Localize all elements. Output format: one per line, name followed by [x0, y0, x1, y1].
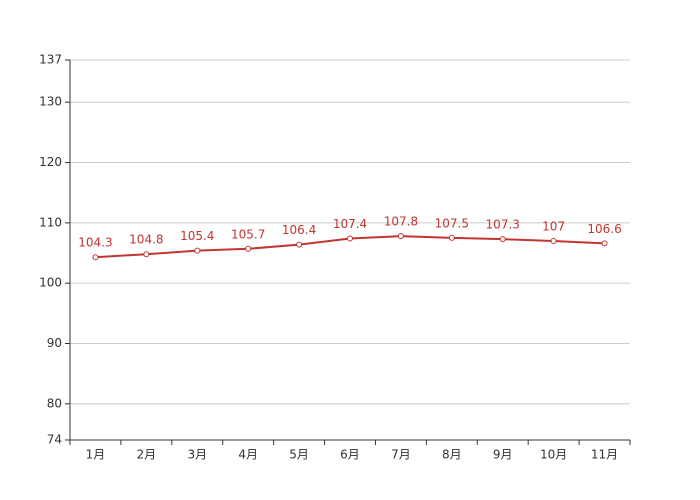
y-tick-label: 80: [47, 396, 62, 410]
x-tick-label: 6月: [340, 448, 360, 462]
value-label: 106.6: [587, 222, 621, 236]
x-tick-label: 8月: [442, 448, 462, 462]
value-label: 104.3: [78, 236, 112, 250]
value-label: 107.8: [384, 215, 418, 229]
value-label: 107.5: [435, 216, 469, 230]
y-tick-label: 110: [39, 215, 62, 229]
point: [448, 234, 455, 241]
y-tick-label: 90: [47, 336, 62, 350]
value-label: 107.3: [486, 218, 520, 232]
point: [601, 240, 608, 247]
value-label: 107: [542, 219, 565, 233]
y-tick-label: 74: [47, 433, 62, 447]
x-tick-label: 9月: [493, 448, 513, 462]
x-tick-label: 11月: [591, 448, 618, 462]
value-label: 107.4: [333, 217, 367, 231]
point: [397, 233, 404, 240]
x-tick-label: 10月: [540, 448, 567, 462]
value-label: 106.4: [282, 223, 316, 237]
y-tick-label: 120: [39, 155, 62, 169]
point: [245, 245, 252, 252]
y-tick-label: 100: [39, 276, 62, 290]
point: [194, 247, 201, 254]
y-tick-label: 137: [39, 53, 62, 67]
value-label: 105.4: [180, 229, 214, 243]
y-tick-label: 130: [39, 95, 62, 109]
point: [296, 241, 303, 248]
x-tick-label: 1月: [86, 448, 106, 462]
x-tick-label: 4月: [238, 448, 258, 462]
point: [550, 237, 557, 244]
point: [499, 236, 506, 243]
value-label: 104.8: [129, 233, 163, 247]
x-tick-label: 3月: [187, 448, 207, 462]
x-tick-label: 2月: [137, 448, 157, 462]
point: [347, 235, 353, 242]
x-tick-label: 5月: [289, 448, 309, 462]
value-label: 105.7: [231, 227, 265, 241]
x-tick-label: 7月: [391, 448, 411, 462]
point: [92, 254, 99, 261]
point: [143, 251, 150, 258]
